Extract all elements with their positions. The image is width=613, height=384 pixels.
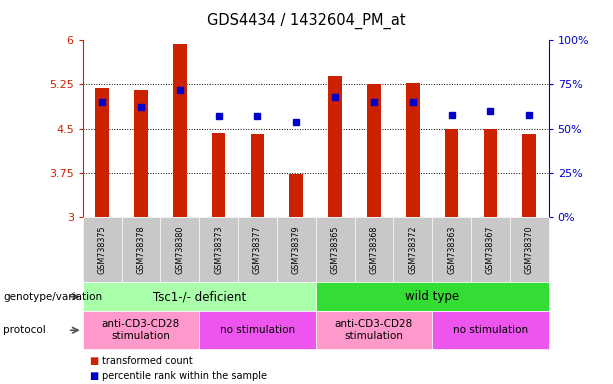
Text: GSM738363: GSM738363 <box>447 225 456 274</box>
Text: no stimulation: no stimulation <box>453 325 528 335</box>
Text: GSM738372: GSM738372 <box>408 225 417 274</box>
Bar <box>484 129 497 217</box>
Bar <box>212 133 226 217</box>
Bar <box>329 76 342 217</box>
Text: transformed count: transformed count <box>102 356 193 366</box>
Text: GSM738378: GSM738378 <box>137 225 145 274</box>
Text: GSM738370: GSM738370 <box>525 225 534 274</box>
Text: Tsc1-/- deficient: Tsc1-/- deficient <box>153 290 246 303</box>
Text: GSM738379: GSM738379 <box>292 225 301 274</box>
Bar <box>96 88 109 217</box>
Bar <box>445 129 459 217</box>
Text: GSM738373: GSM738373 <box>214 225 223 274</box>
Bar <box>406 83 419 217</box>
Bar <box>134 90 148 217</box>
Text: anti-CD3-CD28
stimulation: anti-CD3-CD28 stimulation <box>335 319 413 341</box>
Text: GSM738375: GSM738375 <box>97 225 107 274</box>
Bar <box>522 134 536 217</box>
Text: GSM738380: GSM738380 <box>175 225 185 274</box>
Bar <box>367 84 381 217</box>
Text: GSM738368: GSM738368 <box>370 225 378 274</box>
Text: GDS4434 / 1432604_PM_at: GDS4434 / 1432604_PM_at <box>207 13 406 29</box>
Bar <box>289 174 303 217</box>
Text: genotype/variation: genotype/variation <box>3 291 102 302</box>
Text: GSM738367: GSM738367 <box>486 225 495 274</box>
Text: protocol: protocol <box>3 325 46 335</box>
Text: ■: ■ <box>89 371 98 381</box>
Text: no stimulation: no stimulation <box>220 325 295 335</box>
Bar <box>251 134 264 217</box>
Bar <box>173 45 186 217</box>
Text: anti-CD3-CD28
stimulation: anti-CD3-CD28 stimulation <box>102 319 180 341</box>
Text: wild type: wild type <box>405 290 459 303</box>
Text: percentile rank within the sample: percentile rank within the sample <box>102 371 267 381</box>
Text: GSM738377: GSM738377 <box>253 225 262 274</box>
Text: ■: ■ <box>89 356 98 366</box>
Text: GSM738365: GSM738365 <box>330 225 340 274</box>
